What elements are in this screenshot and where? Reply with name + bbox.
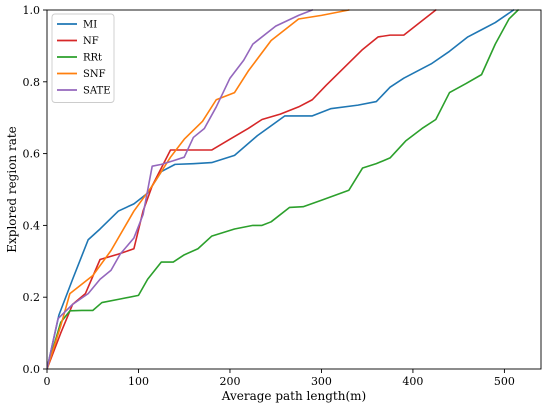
x-tick-label: 200	[219, 375, 240, 388]
legend-label-snf: SNF	[83, 69, 106, 80]
x-axis-label: Average path length(m)	[221, 389, 366, 403]
x-tick-label: 300	[311, 375, 332, 388]
y-tick-label: 0.0	[23, 363, 41, 376]
x-tick-label: 400	[402, 375, 423, 388]
y-tick-label: 0.6	[23, 148, 41, 161]
y-tick-label: 0.4	[23, 219, 41, 232]
plot-frame	[46, 9, 542, 370]
series-line-sate	[47, 9, 314, 369]
x-tick-label: 0	[44, 375, 51, 388]
series-line-mi	[47, 9, 515, 369]
y-tick-label: 1.0	[23, 4, 41, 17]
series-line-rrt	[47, 9, 519, 369]
axis-ticks: 0 100 200 300 400 500 0.0 0.2 0.4 0.6 0.8 1.0	[23, 4, 515, 388]
series-line-snf	[47, 9, 350, 369]
y-axis-label: Explored region rate	[5, 126, 19, 253]
y-tick-label: 0.8	[23, 76, 41, 89]
x-tick-label: 500	[494, 375, 515, 388]
legend-box	[51, 13, 115, 103]
legend-label-rrt: RRt	[83, 53, 102, 64]
legend-label-mi: MI	[83, 20, 97, 31]
x-tick-label: 100	[128, 375, 149, 388]
series-lines	[47, 9, 519, 369]
legend: MI NF RRt SNF SATE	[51, 13, 115, 103]
legend-label-nf: NF	[83, 36, 99, 47]
legend-label-sate: SATE	[83, 86, 111, 97]
y-tick-label: 0.2	[23, 291, 41, 304]
